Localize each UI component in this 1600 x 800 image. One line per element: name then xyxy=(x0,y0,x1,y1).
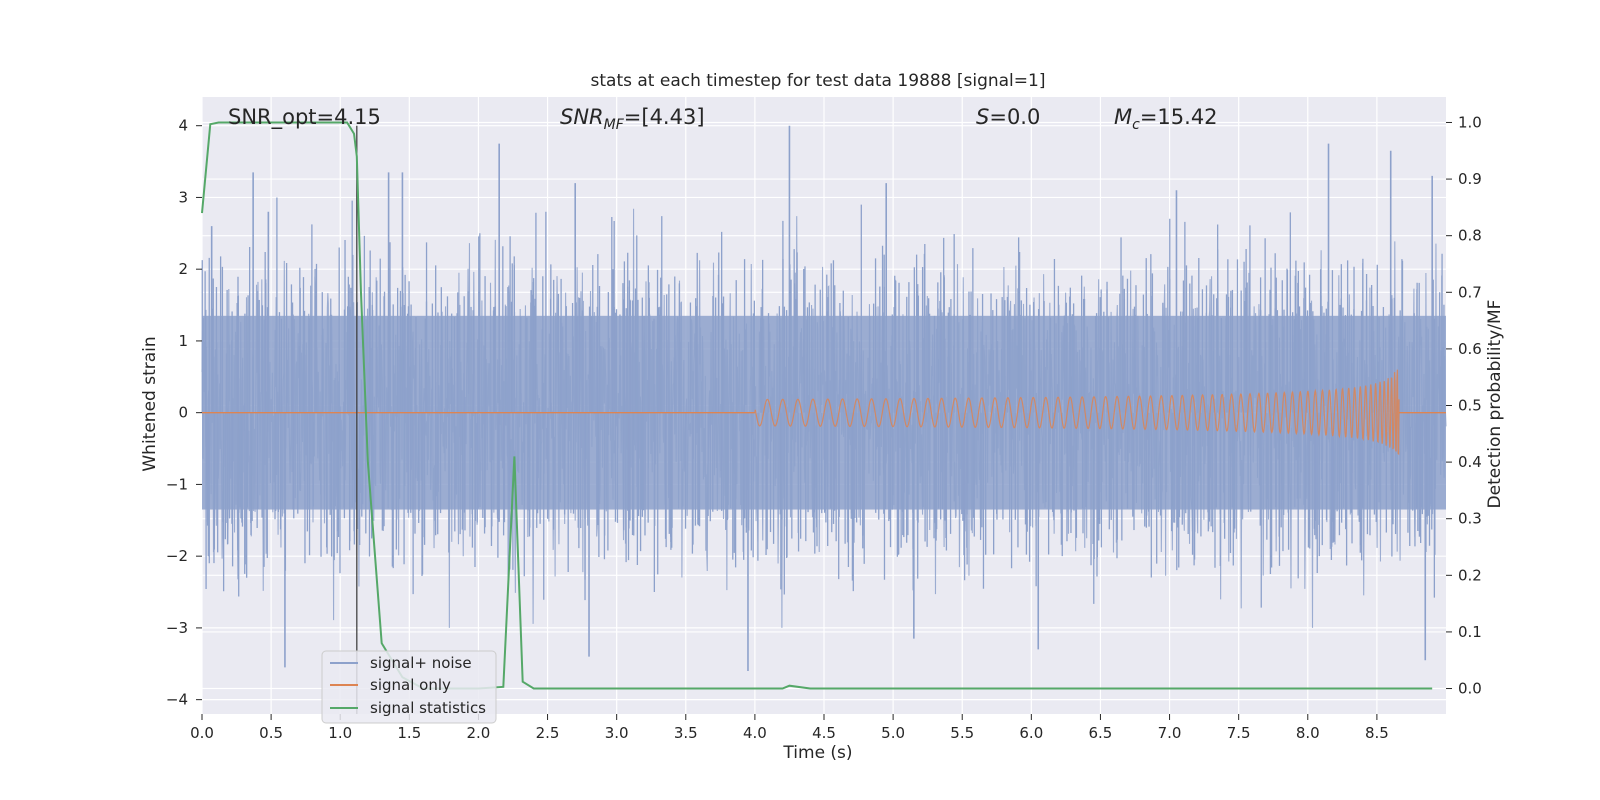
y-right-tick-label: 0.1 xyxy=(1458,623,1482,641)
x-axis-ticks: 0.0 0.5 1.0 1.5 2.0 2.5 3.0 3.5 4.0 4.5 5.0 5.5 6.0 6… xyxy=(190,714,1389,742)
y-left-tick-label: 3 xyxy=(178,188,188,206)
x-tick-label: 8.5 xyxy=(1365,724,1389,742)
y-left-tick-label: −2 xyxy=(166,547,188,565)
x-tick-label: 4.0 xyxy=(743,724,767,742)
mc-annotation: Mc=15.42 xyxy=(1114,105,1218,133)
y-right-tick-label: 0.2 xyxy=(1458,566,1482,584)
snr-mf-sub: MF xyxy=(604,117,625,133)
x-tick-label: 7.5 xyxy=(1227,724,1251,742)
s-symbol: S xyxy=(976,105,989,129)
x-tick-label: 5.0 xyxy=(881,724,905,742)
x-tick-label: 0.5 xyxy=(259,724,283,742)
legend-box xyxy=(321,650,497,724)
snr-mf-value: =[4.43] xyxy=(624,105,705,129)
y-left-tick-label: 2 xyxy=(178,260,188,278)
x-tick-label: 2.5 xyxy=(536,724,560,742)
snr-mf-annotation: SNRMF=[4.43] xyxy=(560,105,705,133)
y-right-tick-label: 0.7 xyxy=(1458,283,1482,301)
right-y-axis-ticks: 1.0 0.9 0.8 0.7 0.6 0.5 0.4 0.3 0.2 0.1 0.0 xyxy=(1446,113,1482,698)
legend: signal+ noise signal only signal statist… xyxy=(321,650,497,724)
mc-sub: c xyxy=(1132,117,1140,133)
x-tick-label: 6.0 xyxy=(1019,724,1043,742)
signal-chirp xyxy=(754,369,1400,456)
y-left-tick-label: 1 xyxy=(178,332,188,350)
y-right-tick-label: 0.5 xyxy=(1458,397,1482,415)
x-tick-label: 5.5 xyxy=(950,724,974,742)
y-right-tick-label: 0.0 xyxy=(1458,680,1482,698)
left-y-axis-ticks: 4 3 2 1 0 −1 −2 −3 −4 xyxy=(166,117,202,709)
y-left-tick-label: 0 xyxy=(178,404,188,422)
chart-title: stats at each timestep for test data 198… xyxy=(591,71,1046,91)
y-left-tick-label: −1 xyxy=(166,475,188,493)
x-tick-label: 3.0 xyxy=(605,724,629,742)
left-y-axis-label: Whitened strain xyxy=(140,336,160,471)
y-left-tick-label: −3 xyxy=(166,619,188,637)
x-tick-label: 1.0 xyxy=(328,724,352,742)
snr-opt-annotation: SNR_opt=4.15 xyxy=(228,105,381,130)
legend-label-signal: signal only xyxy=(370,676,451,694)
y-right-tick-label: 1.0 xyxy=(1458,113,1482,131)
signal-only-series xyxy=(202,369,1446,456)
s-annotation: S=0.0 xyxy=(976,105,1040,129)
x-tick-label: 8.0 xyxy=(1296,724,1320,742)
right-y-axis-label: Detection probability/MF xyxy=(1485,300,1505,509)
mc-value: =15.42 xyxy=(1140,105,1218,129)
y-right-tick-label: 0.6 xyxy=(1458,340,1482,358)
x-tick-label: 1.5 xyxy=(397,724,421,742)
legend-label-statistics: signal statistics xyxy=(370,699,486,717)
y-left-tick-label: 4 xyxy=(178,117,188,135)
x-tick-label: 0.0 xyxy=(190,724,214,742)
y-left-tick-label: −4 xyxy=(166,691,188,709)
x-tick-label: 2.0 xyxy=(467,724,491,742)
y-right-tick-label: 0.3 xyxy=(1458,510,1482,528)
s-value: =0.0 xyxy=(989,105,1040,129)
mc-symbol: M xyxy=(1114,105,1132,129)
x-tick-label: 6.5 xyxy=(1089,724,1113,742)
x-axis-label: Time (s) xyxy=(782,743,852,763)
x-tick-label: 4.5 xyxy=(812,724,836,742)
legend-label-noise: signal+ noise xyxy=(370,654,472,672)
y-right-tick-label: 0.9 xyxy=(1458,170,1482,188)
y-right-tick-label: 0.8 xyxy=(1458,227,1482,245)
x-tick-label: 3.5 xyxy=(674,724,698,742)
snr-mf-base: SNR xyxy=(560,105,604,129)
y-right-tick-label: 0.4 xyxy=(1458,453,1482,471)
x-tick-label: 7.0 xyxy=(1158,724,1182,742)
